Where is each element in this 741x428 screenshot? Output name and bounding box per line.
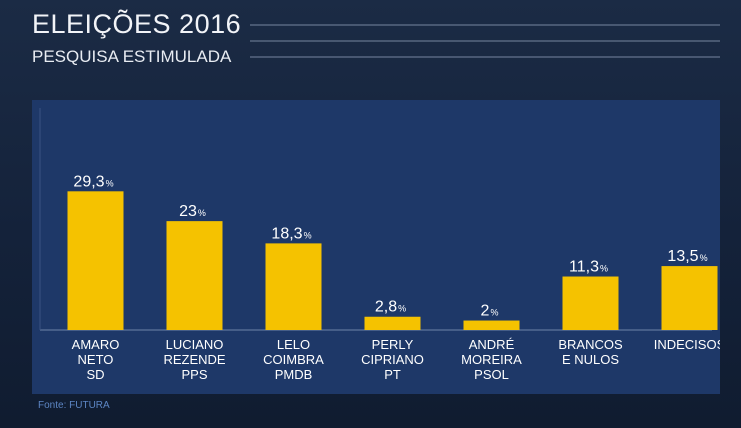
category-label-1-line-0: LUCIANO (166, 337, 224, 352)
category-label-1-line-1: REZENDE (163, 352, 225, 367)
value-label-2: 18,3% (271, 225, 311, 242)
source-note: Fonte: FUTURA (38, 400, 110, 411)
decorative-line-low (250, 56, 720, 58)
category-label-6-line-0: INDECISOS (654, 337, 720, 352)
category-label-3-line-1: CIPRIANO (361, 352, 424, 367)
bar-0 (67, 191, 124, 330)
value-label-1: 23% (179, 203, 206, 220)
chart-panel: 29,3% AMARO NETO SD 23% LUCIANO REZENDE PPS 18,3… (32, 100, 720, 394)
category-label-0-line-1: NETO (78, 352, 114, 367)
value-label-6: 13,5% (667, 248, 707, 265)
category-label-0-line-0: AMARO (72, 337, 120, 352)
bar-5 (562, 276, 619, 330)
category-label-2-line-2: PMDB (275, 367, 313, 382)
page-subtitle: PESQUISA ESTIMULADA (32, 47, 232, 66)
category-label-5-line-0: BRANCOS (558, 337, 623, 352)
page-title: ELEIÇÕES 2016 (32, 9, 242, 39)
bar-2 (265, 243, 322, 330)
category-label-5-line-1: E NULOS (562, 352, 619, 367)
value-label-4: 2% (481, 303, 499, 320)
decorative-line-mid (250, 40, 720, 42)
bar-3 (364, 316, 421, 330)
decorative-line-top (250, 24, 720, 26)
category-label-3-line-0: PERLY (372, 337, 414, 352)
category-label-1-line-2: PPS (181, 367, 207, 382)
value-label-5: 11,3% (569, 259, 608, 276)
category-label-2-line-1: COIMBRA (263, 352, 324, 367)
bar-1 (166, 221, 223, 330)
category-label-0-line-2: SD (86, 367, 104, 382)
value-label-3: 2,8% (375, 299, 406, 316)
category-label-3-line-2: PT (384, 367, 401, 382)
bar-6 (661, 266, 718, 330)
category-label-4-line-0: ANDRÉ (469, 337, 515, 352)
bar-4 (463, 320, 520, 330)
category-label-4-line-2: PSOL (474, 367, 509, 382)
category-label-2-line-0: LELO (277, 337, 310, 352)
category-label-4-line-1: MOREIRA (461, 352, 522, 367)
value-label-0: 29,3% (73, 173, 113, 190)
